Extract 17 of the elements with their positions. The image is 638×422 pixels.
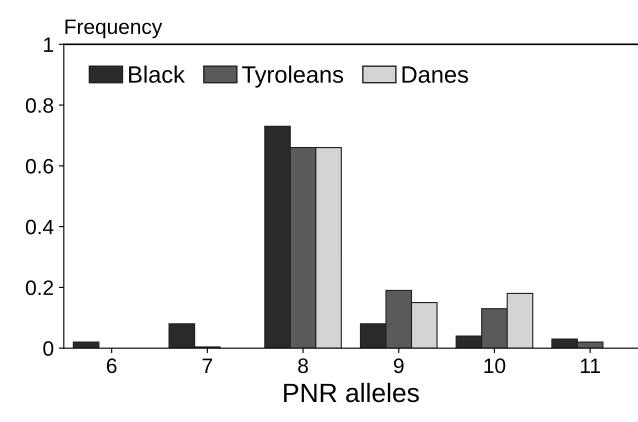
x-tick-label: 6 xyxy=(106,358,117,374)
x-tick-label: 9 xyxy=(394,358,404,374)
legend-label: Danes xyxy=(402,66,468,83)
y-tick-label: 0.2 xyxy=(26,280,54,296)
x-tick-label: 8 xyxy=(298,358,308,374)
legend-label: Black xyxy=(129,66,185,83)
y-tick-label: 0.4 xyxy=(26,220,54,234)
y-tick-label: 1 xyxy=(44,38,54,52)
x-tick-label: 7 xyxy=(202,358,212,373)
y-tick-label: 0.8 xyxy=(26,98,54,113)
y-axis-title: Frequency xyxy=(66,20,162,38)
x-tick-label: 10 xyxy=(484,358,506,374)
legend-label: Tyroleans xyxy=(242,66,344,88)
y-tick-label: 0 xyxy=(43,341,54,356)
x-tick-label: 11 xyxy=(580,358,600,373)
y-tick-label: 0.6 xyxy=(26,158,54,174)
x-axis-title: PNR alleles xyxy=(284,382,419,402)
